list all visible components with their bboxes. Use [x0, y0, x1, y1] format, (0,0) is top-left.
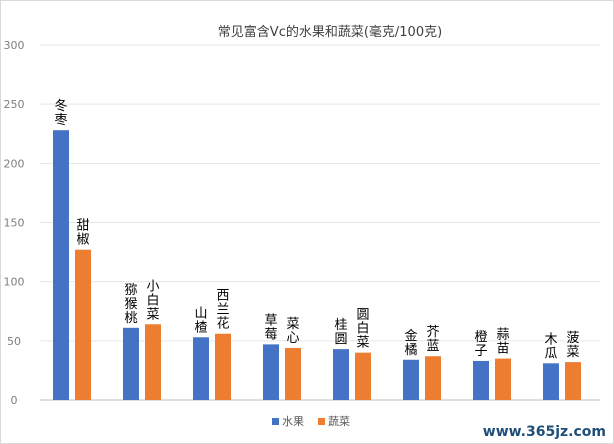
- bar-label: 菠菜: [566, 331, 579, 360]
- y-tick-label: 300: [4, 39, 25, 52]
- bar-fruit: [193, 337, 209, 400]
- bar-vegetable: [145, 324, 161, 400]
- bar-vegetable: [425, 356, 441, 400]
- y-tick-label: 200: [4, 157, 25, 170]
- bar-vegetable: [215, 333, 231, 400]
- legend-label: 蔬菜: [328, 415, 350, 428]
- y-tick-label: 250: [4, 98, 25, 111]
- bar-fruit: [53, 130, 69, 400]
- legend-swatch: [272, 418, 279, 425]
- bar-label: 木瓜: [544, 332, 557, 361]
- y-tick-label: 100: [4, 276, 25, 289]
- bar-vegetable: [285, 347, 301, 400]
- watermark-text: www.365jz.com: [483, 424, 606, 440]
- bar-fruit: [473, 360, 489, 400]
- bar-label: 圆白菜: [356, 308, 369, 351]
- bar-vegetable: [495, 358, 511, 400]
- bar-label: 草莓: [264, 313, 277, 342]
- bar-label: 小白菜: [146, 279, 159, 322]
- bar-label: 桂圆: [334, 318, 347, 347]
- bar-fruit: [403, 359, 419, 400]
- bar-vegetable: [75, 249, 91, 400]
- y-tick-label: 150: [4, 217, 25, 230]
- bar-label: 蒜苗: [496, 328, 509, 357]
- bar-label: 橙子: [474, 330, 487, 359]
- y-tick-label: 50: [7, 335, 21, 348]
- legend-swatch: [318, 418, 325, 425]
- chart-title: 常见富含Vc的水果和蔬菜(毫克/100克): [218, 24, 442, 40]
- bar-vegetable: [565, 362, 581, 400]
- bar-vegetable: [355, 352, 371, 400]
- legend-label: 水果: [282, 415, 304, 428]
- bar-fruit: [123, 327, 139, 400]
- bar-fruit: [333, 349, 349, 400]
- bar-label: 猕猴桃: [124, 283, 137, 326]
- bar-label: 芥蓝: [426, 325, 439, 354]
- bar-label: 金橘: [404, 328, 417, 358]
- bar-fruit: [543, 363, 559, 400]
- bar-label: 西兰花: [216, 289, 229, 332]
- bar-label: 甜椒: [76, 218, 89, 248]
- bar-fruit: [263, 344, 279, 400]
- bar-label: 菜心: [286, 317, 299, 346]
- y-tick-label: 0: [11, 394, 18, 407]
- bar-label: 山楂: [194, 306, 207, 335]
- bar-label: 冬枣: [54, 98, 67, 128]
